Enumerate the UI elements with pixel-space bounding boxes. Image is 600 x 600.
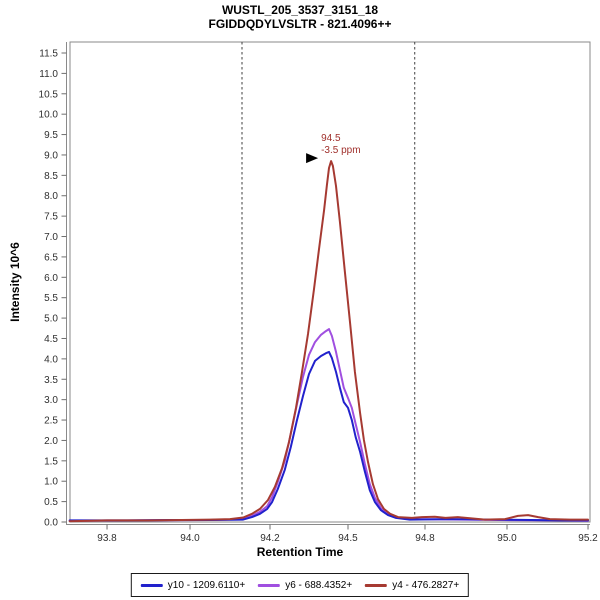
- plot-frame: [69, 41, 591, 523]
- y-tick-label: 3.0: [44, 395, 58, 406]
- x-tick-label: 95.2: [578, 533, 598, 544]
- x-axis-title: Retention Time: [256, 545, 344, 559]
- peak-annotation-mass-error: -3.5 ppm: [321, 145, 360, 156]
- y-tick-label: 2.0: [44, 436, 58, 447]
- y-tick-label: 0.5: [44, 497, 58, 508]
- y-tick-label: 6.5: [44, 252, 58, 263]
- legend-label: y10 - 1209.6110+: [167, 579, 246, 591]
- y-tick-label: 7.5: [44, 212, 58, 223]
- y-tick-label: 0.0: [44, 518, 58, 529]
- y-tick-label: 1.0: [44, 477, 58, 488]
- legend-line-swatch: [258, 583, 281, 587]
- legend-item: y10 - 1209.6110+: [140, 579, 246, 591]
- x-tick-label: 95.0: [497, 533, 517, 544]
- y-tick-label: 8.0: [44, 191, 58, 202]
- y-tick-label: 4.5: [44, 334, 58, 345]
- y-tick-label: 3.5: [44, 375, 58, 386]
- y-tick-label: 6.0: [44, 273, 58, 284]
- legend-item: y4 - 476.2827+: [365, 580, 459, 591]
- x-tick-label: 94.2: [260, 533, 280, 544]
- y-tick-label: 5.5: [44, 293, 58, 304]
- y-tick-label: 5.0: [44, 314, 58, 325]
- y-tick-label: 1.5: [44, 456, 58, 467]
- y-tick-label: 10.0: [39, 110, 59, 121]
- y-tick-label: 10.5: [39, 89, 59, 100]
- peak-apex-arrow-icon: [306, 153, 319, 164]
- x-tick-label: 93.8: [97, 533, 117, 544]
- trace-y10: [68, 350, 589, 522]
- chart-subtitle: FGIDDQDYLVSLTR - 821.4096++: [208, 17, 392, 31]
- y-tick-label: 11.0: [39, 69, 58, 80]
- y-tick-label: 9.5: [44, 130, 58, 141]
- x-tick-label: 94.0: [180, 533, 200, 544]
- x-tick-label: 94.5: [338, 533, 358, 544]
- y-tick-label: 11.5: [39, 49, 58, 60]
- y-tick-label: 4.0: [44, 354, 58, 365]
- peak-annotation-rt: 94.5: [321, 133, 341, 144]
- y-tick-label: 7.0: [44, 232, 58, 243]
- trace-y4: [68, 160, 589, 523]
- legend-line-swatch: [140, 583, 163, 587]
- y-tick-label: 2.5: [44, 416, 58, 427]
- y-tick-label: 8.5: [44, 171, 58, 182]
- legend: y10 - 1209.6110+ y6 - 688.4352+ y4 - 476.2…: [130, 573, 470, 597]
- legend-label: y6 - 688.4352+: [285, 579, 353, 591]
- legend-label: y4 - 476.2827+: [392, 579, 460, 591]
- trace-y6: [68, 328, 589, 522]
- legend-item: y6 - 688.4352+: [258, 580, 352, 591]
- chart-title: WUSTL_205_3537_3151_18: [221, 3, 379, 17]
- y-tick-label: 9.0: [44, 150, 58, 161]
- x-tick-label: 94.8: [415, 533, 435, 544]
- legend-line-swatch: [365, 583, 388, 587]
